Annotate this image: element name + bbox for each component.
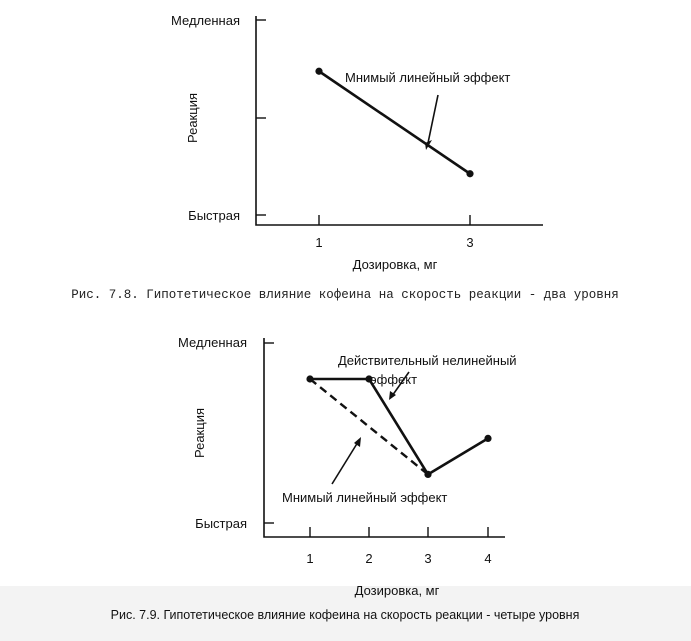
chart2-axes [263,338,505,538]
chart1-ylabel: Реакция [185,93,200,143]
chart1-annotation-arrow [427,94,439,144]
chart2-annotation-actual-arrow [391,371,410,397]
chart1-series-line-0 [318,70,471,175]
chart1-ylevel-slow: Медленная [171,13,240,28]
chart2-annotation-actual-line1: Действительный нелинейный [338,353,517,368]
caption-fig-7-9: Рис. 7.9. Гипотетическое влияние кофеина… [111,608,580,622]
chart2-series-line-0 [310,377,489,476]
caption-band [0,586,691,641]
chart2-annotation-linear: Мнимый линейный эффект [282,490,447,505]
chart2-point-3 [424,470,432,478]
chart-four-levels: Медленная Быстрая Реакция 1 2 3 4 Дозировка… [178,335,517,598]
chart1-point-1 [315,67,323,75]
chart2-ylabel: Реакция [192,408,207,458]
chart2-point-2 [365,375,373,383]
chart2-arrowhead-linear [354,437,361,447]
chart1-xlabel: Дозировка, мг [353,257,438,272]
chart2-xtick-label-2: 2 [365,551,372,566]
chart2-xlabel: Дозировка, мг [355,583,440,598]
chart1-annotation-linear: Мнимый линейный эффект [345,70,510,85]
caption-fig-7-8: Рис. 7.8. Гипотетическое влияние кофеина… [71,288,619,302]
chart2-annotation-linear-arrow [331,441,359,485]
chart1-plot [315,67,474,178]
chart1-arrowhead [425,140,432,150]
chart2-point-4 [484,434,492,442]
chart2-point-1 [306,375,314,383]
chart2-annotation-actual-line2: эффект [370,372,417,387]
chart2-xtick-label-4: 4 [484,551,491,566]
chart2-arrowhead-actual [389,391,396,400]
chart2-plot [306,375,492,478]
chart1-xtick-label-1: 1 [315,235,322,250]
chart1-point-3 [466,170,474,178]
chart1-axes [255,16,543,226]
chart2-xtick-label-1: 1 [306,551,313,566]
chart2-series-linear-dashed [309,378,429,476]
chart2-xticks: 1 2 3 4 [306,527,492,566]
chart2-xtick-label-3: 3 [424,551,431,566]
chart2-ylevel-slow: Медленная [178,335,247,350]
chart1-xtick-label-3: 3 [466,235,473,250]
chart1-ylevel-fast: Быстрая [188,208,240,223]
chart2-ylevel-fast: Быстрая [195,516,247,531]
